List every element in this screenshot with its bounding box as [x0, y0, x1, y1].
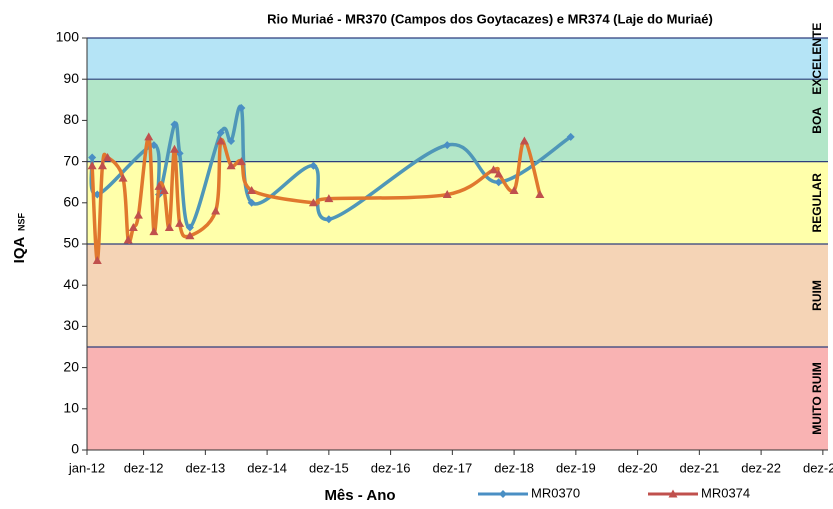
- y-tick-label: 90: [63, 70, 79, 86]
- marker: [159, 185, 169, 194]
- y-axis-label: IQA: [11, 237, 28, 264]
- marker: [118, 173, 128, 182]
- band-label: MUITO RUIM: [810, 362, 824, 434]
- legend-marker: [668, 489, 678, 498]
- x-tick-label: dez-14: [247, 460, 287, 475]
- band: [87, 79, 828, 162]
- y-tick-label: 20: [63, 358, 79, 374]
- band: [87, 38, 828, 80]
- marker: [489, 165, 499, 174]
- marker: [92, 255, 102, 264]
- marker: [236, 157, 246, 166]
- marker: [144, 132, 154, 141]
- y-tick-label: 50: [63, 235, 79, 251]
- marker: [324, 215, 333, 224]
- x-tick-label: dez-13: [185, 460, 225, 475]
- marker: [308, 198, 318, 207]
- marker: [309, 161, 318, 170]
- legend-label: MR0370: [531, 485, 580, 500]
- marker: [509, 185, 519, 194]
- y-tick-label: 60: [63, 194, 79, 210]
- marker: [247, 185, 257, 194]
- band-label: REGULAR: [810, 173, 824, 233]
- marker: [216, 136, 226, 145]
- marker: [247, 198, 256, 207]
- band-label: BOA: [810, 107, 824, 134]
- marker: [519, 136, 529, 145]
- legend-label: MR0374: [701, 485, 750, 500]
- marker: [175, 218, 185, 227]
- x-tick-label: jan-12: [68, 460, 105, 475]
- y-tick-label: 70: [63, 152, 79, 168]
- marker: [443, 141, 452, 150]
- x-tick-label: dez-16: [371, 460, 411, 475]
- marker: [494, 178, 503, 187]
- y-axis-label-sub: NSF: [16, 212, 26, 231]
- band: [87, 244, 828, 347]
- marker: [154, 181, 164, 190]
- marker: [442, 190, 452, 199]
- marker: [149, 141, 158, 150]
- x-tick-label: dez-15: [309, 460, 349, 475]
- marker: [149, 227, 159, 236]
- marker: [133, 210, 143, 219]
- marker: [97, 161, 107, 170]
- y-axis-label-group: IQA NSF: [11, 212, 28, 263]
- x-tick-label: dez-18: [494, 460, 534, 475]
- y-tick-label: 40: [63, 276, 79, 292]
- marker: [324, 194, 334, 203]
- marker: [87, 161, 97, 170]
- marker: [226, 161, 236, 170]
- chart-title: Rio Muriaé - MR370 (Campos dos Goytacaze…: [267, 11, 713, 26]
- x-tick-label: dez-20: [618, 460, 658, 475]
- marker: [237, 104, 246, 113]
- y-tick-label: 0: [71, 441, 79, 457]
- marker: [535, 190, 545, 199]
- marker: [211, 206, 221, 215]
- marker: [185, 231, 195, 240]
- marker: [494, 169, 504, 178]
- legend-marker: [499, 490, 507, 498]
- x-tick-label: dez-12: [124, 460, 164, 475]
- marker: [103, 152, 113, 161]
- x-axis-label: Mês - Ano: [324, 487, 395, 504]
- x-tick-label: dez-17: [432, 460, 472, 475]
- marker: [128, 223, 138, 232]
- marker: [169, 144, 179, 153]
- marker: [123, 235, 133, 244]
- marker: [164, 223, 174, 232]
- marker: [185, 223, 194, 232]
- x-tick-label: dez-21: [679, 460, 719, 475]
- marker: [566, 132, 575, 141]
- band-label: RUIM: [810, 280, 824, 311]
- y-tick-label: 80: [63, 111, 79, 127]
- marker: [216, 128, 225, 137]
- band: [87, 161, 828, 244]
- marker: [170, 120, 179, 129]
- x-tick-label: dez-19: [556, 460, 596, 475]
- y-tick-label: 10: [63, 400, 79, 416]
- marker: [88, 153, 97, 162]
- y-tick-label: 100: [56, 29, 80, 45]
- band-label: EXCELENTE: [810, 23, 824, 95]
- x-tick-label: dez-22: [741, 460, 781, 475]
- x-tick-label: dez-23: [803, 460, 833, 475]
- band: [87, 347, 828, 450]
- marker: [227, 137, 236, 145]
- y-tick-label: 30: [63, 317, 79, 333]
